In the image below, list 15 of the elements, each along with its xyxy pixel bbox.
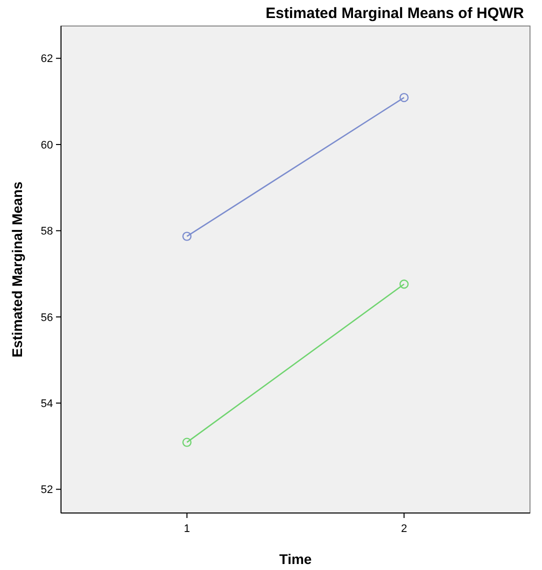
- y-tick-label: 52: [40, 484, 53, 496]
- x-axis-title: Time: [279, 551, 312, 567]
- y-tick-label: 60: [40, 139, 53, 152]
- y-tick-label: 62: [40, 53, 53, 66]
- point: [399, 280, 409, 289]
- y-tick-label: 56: [40, 312, 53, 324]
- point: [399, 92, 409, 102]
- y-axis-title: Estimated Marginal Means: [9, 181, 25, 358]
- y-tick-label: 58: [40, 226, 53, 238]
- chart-title: Estimated Marginal Means of HQWR: [266, 5, 524, 22]
- x-tick-label: 2: [401, 523, 408, 535]
- point: [182, 232, 192, 241]
- y-tick-label: 54: [40, 398, 53, 410]
- x-tick-label: 1: [184, 523, 190, 535]
- point: [182, 438, 192, 447]
